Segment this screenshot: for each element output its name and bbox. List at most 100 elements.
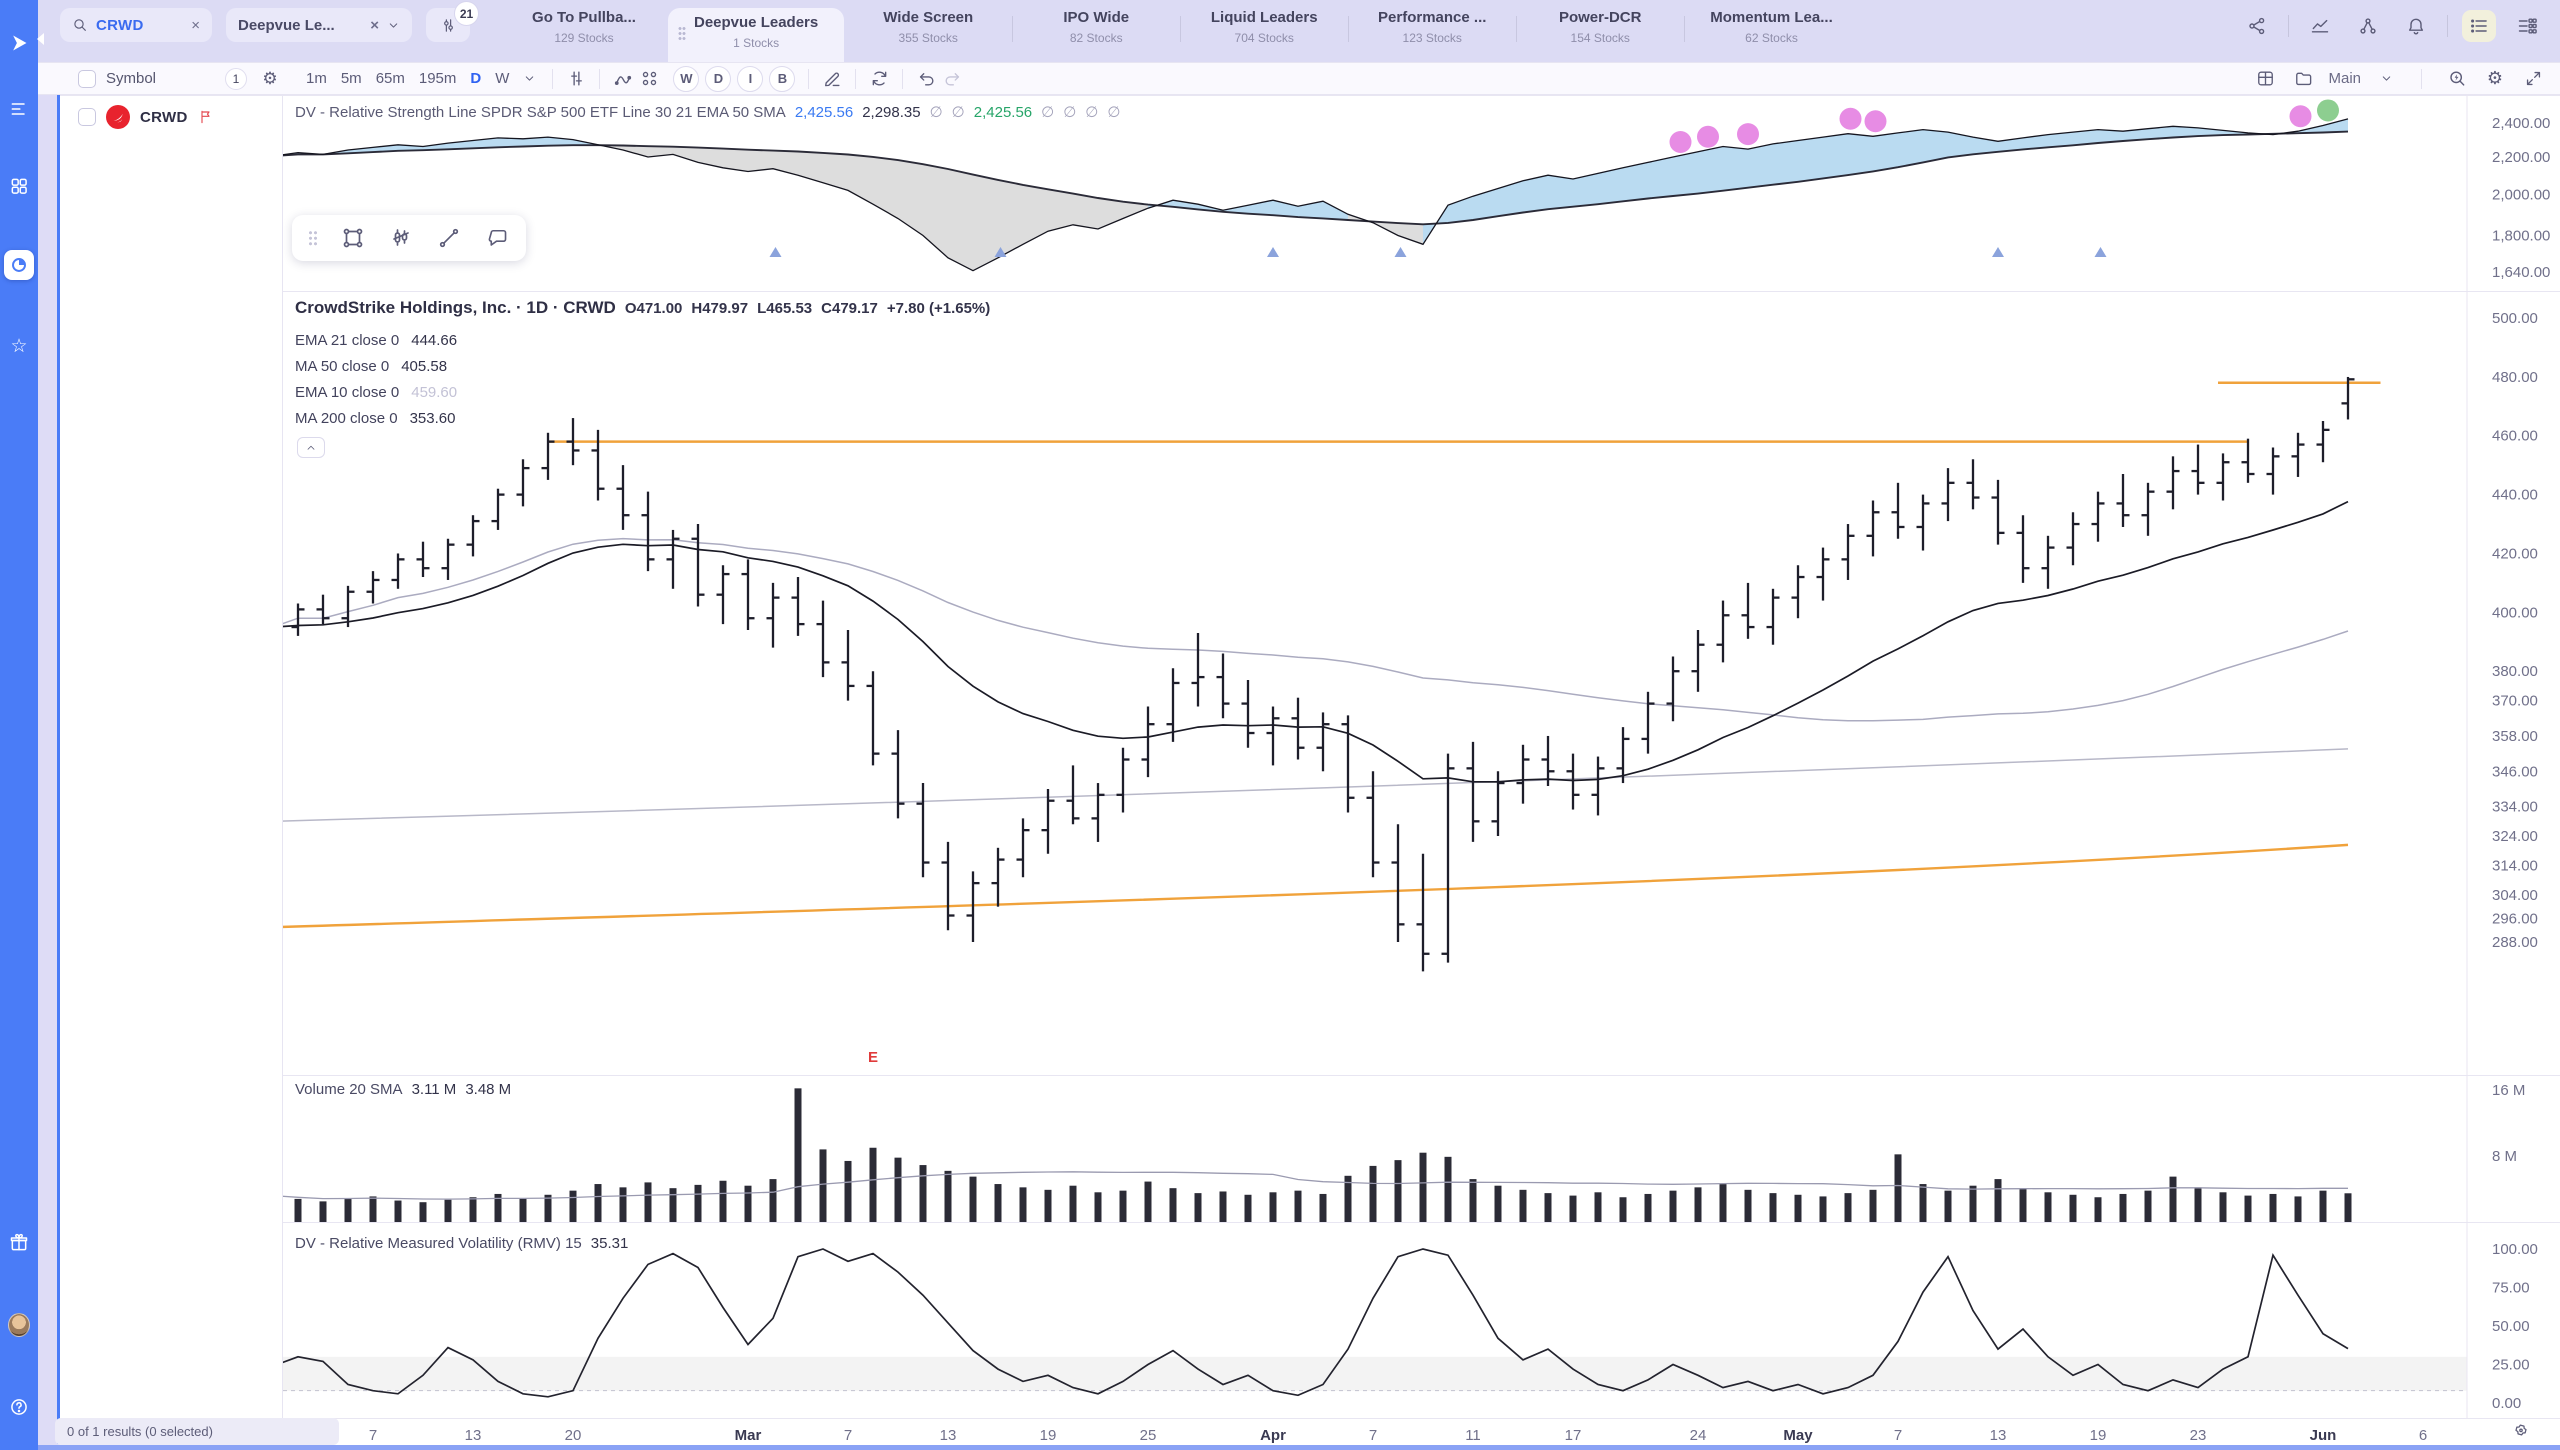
svg-text:2,400.00: 2,400.00 (2492, 115, 2550, 132)
view-button-I[interactable]: I (737, 65, 764, 92)
legend-row-ma50[interactable]: MA 50 close 0 405.58 (295, 358, 448, 375)
rs-indicator-header[interactable]: DV - Relative Strength Line SPDR S&P 500… (295, 103, 1120, 121)
search-input-value[interactable]: CRWD (96, 16, 144, 34)
watchlist-tab-5[interactable]: Performance ... 123 Stocks (1348, 0, 1516, 62)
select-all-checkbox[interactable] (78, 69, 96, 88)
list-view-icon[interactable] (2462, 10, 2496, 42)
close-pinned-icon[interactable]: × (370, 16, 379, 34)
symbol-column-header: Symbol (106, 70, 157, 87)
timeframe-1m[interactable]: 1m (306, 70, 327, 87)
volume-current-value: 3.48 M (465, 1081, 512, 1098)
clear-search-icon[interactable]: × (191, 16, 200, 34)
node-map-icon[interactable] (2351, 10, 2385, 42)
timezone-settings-gear-icon[interactable] (2512, 1421, 2530, 1439)
folder-icon[interactable] (2290, 66, 2316, 92)
tab-label: Go To Pullba... (532, 9, 636, 26)
user-avatar[interactable] (8, 1313, 30, 1337)
refresh-icon[interactable] (866, 66, 892, 92)
timeframe-chevron-icon[interactable] (516, 66, 542, 92)
table-view-icon[interactable] (2510, 10, 2544, 42)
flash-search-icon[interactable] (2444, 66, 2470, 92)
selection-tool-icon[interactable] (340, 225, 366, 251)
svg-text:E: E (868, 1049, 878, 1066)
layout-name-label[interactable]: Main (2328, 70, 2361, 87)
pinned-watchlist-pill[interactable]: Deepvue Le... × (226, 8, 412, 42)
comment-tool-icon[interactable] (484, 225, 510, 251)
share-icon[interactable] (2240, 10, 2274, 42)
fullscreen-icon[interactable] (2520, 66, 2546, 92)
symbol-search-pill[interactable]: CRWD × (60, 8, 212, 42)
volume-header[interactable]: Volume 20 SMA 3.11 M 3.48 M (295, 1081, 511, 1098)
empty-set-glyph: ∅ (1063, 104, 1077, 121)
view-button-W[interactable]: W (673, 65, 700, 92)
indicator-sliders-icon[interactable] (563, 66, 589, 92)
watchlist-tab-0[interactable]: Go To Pullba... 129 Stocks (500, 0, 668, 62)
timeframe-W[interactable]: W (495, 70, 510, 87)
redo-icon[interactable] (939, 66, 965, 92)
legend-row-ema10[interactable]: EMA 10 close 0 459.60 (295, 384, 458, 401)
view-button-B[interactable]: B (769, 65, 796, 92)
chevron-down-icon[interactable] (387, 19, 400, 32)
annotate-pencil-icon[interactable] (819, 66, 845, 92)
pattern-tool-icon[interactable] (388, 225, 414, 251)
timeframe-buttons: 1m 5m 65m 195m D W (299, 68, 516, 89)
undo-icon[interactable] (913, 66, 939, 92)
drag-handle[interactable] (308, 230, 318, 246)
sidebar-collapse-arrow[interactable] (34, 31, 46, 47)
help-icon[interactable] (8, 1396, 30, 1418)
tab-stock-count: 154 Stocks (1570, 31, 1630, 45)
panel-layout-icon[interactable] (2252, 66, 2278, 92)
svg-text:7: 7 (1894, 1427, 1902, 1444)
watchlist-tab-1[interactable]: Deepvue Leaders 1 Stocks (668, 8, 845, 62)
sidebar-item-dashboard[interactable] (8, 175, 30, 197)
filters-button[interactable]: 21 (426, 1, 479, 42)
watchlist-tab-4[interactable]: Liquid Leaders 704 Stocks (1180, 0, 1348, 62)
app-logo (8, 32, 30, 54)
watchlist-row-crwd[interactable]: CRWD (60, 96, 282, 138)
high-value: H479.97 (691, 300, 749, 317)
volume-ma-value: 3.11 M (411, 1081, 457, 1098)
svg-text:24: 24 (1690, 1427, 1707, 1444)
svg-text:Mar: Mar (735, 1427, 762, 1444)
sidebar-item-favorites[interactable]: ☆ (10, 335, 28, 357)
tab-stock-count: 129 Stocks (554, 31, 614, 45)
flag-icon[interactable] (198, 109, 214, 125)
watchlist-tab-6[interactable]: Power-DCR 154 Stocks (1516, 0, 1684, 62)
layout-grid-icon[interactable] (636, 66, 662, 92)
timeframe-D[interactable]: D (470, 70, 482, 87)
sidebar-item-screener[interactable] (8, 98, 30, 120)
symbol-ohlc-header: CrowdStrike Holdings, Inc. · 1D · CRWD O… (295, 298, 990, 318)
tab-stock-count: 704 Stocks (1234, 31, 1294, 45)
svg-text:314.00: 314.00 (2492, 857, 2538, 874)
timeframe-65m[interactable]: 65m (375, 70, 405, 87)
watchlist-tab-2[interactable]: Wide Screen 355 Stocks (844, 0, 1012, 62)
svg-text:6: 6 (2419, 1427, 2427, 1444)
panel-gutter (38, 62, 60, 1450)
svg-text:1,640.00: 1,640.00 (2492, 264, 2550, 281)
settings-gear-icon[interactable]: ⚙ (2486, 68, 2504, 88)
results-status-bar: 0 of 1 results (0 selected) (55, 1418, 339, 1445)
legend-row-ema21[interactable]: EMA 21 close 0 444.66 (295, 332, 458, 349)
view-button-D[interactable]: D (705, 65, 732, 92)
sidebar-item-charts-active[interactable] (4, 250, 34, 280)
svg-text:7: 7 (1369, 1427, 1377, 1444)
alerts-bell-icon[interactable] (2399, 10, 2433, 42)
watchlist-tab-7[interactable]: Momentum Lea... 62 Stocks (1684, 0, 1859, 62)
svg-text:13: 13 (1990, 1427, 2007, 1444)
timeframe-195m[interactable]: 195m (418, 70, 457, 87)
sidebar-item-gift[interactable] (8, 1232, 30, 1254)
trendline-tool-icon[interactable] (436, 225, 462, 251)
legend-collapse-button[interactable] (297, 437, 325, 458)
legend-row-ma200[interactable]: MA 200 close 0 353.60 (295, 410, 456, 427)
layout-chevron-icon[interactable] (2373, 66, 2399, 92)
row-checkbox[interactable] (78, 108, 96, 126)
chart-view-icon[interactable] (2303, 10, 2337, 42)
timeframe-5m[interactable]: 5m (340, 70, 362, 87)
curve-tool-icon[interactable] (610, 66, 636, 92)
svg-text:19: 19 (2090, 1427, 2107, 1444)
tab-label: Wide Screen (883, 9, 974, 26)
watchlist-settings-gear-icon[interactable]: ⚙ (262, 68, 278, 88)
watchlist-tab-3[interactable]: IPO Wide 82 Stocks (1012, 0, 1180, 62)
rmv-header[interactable]: DV - Relative Measured Volatility (RMV) … (295, 1235, 628, 1252)
